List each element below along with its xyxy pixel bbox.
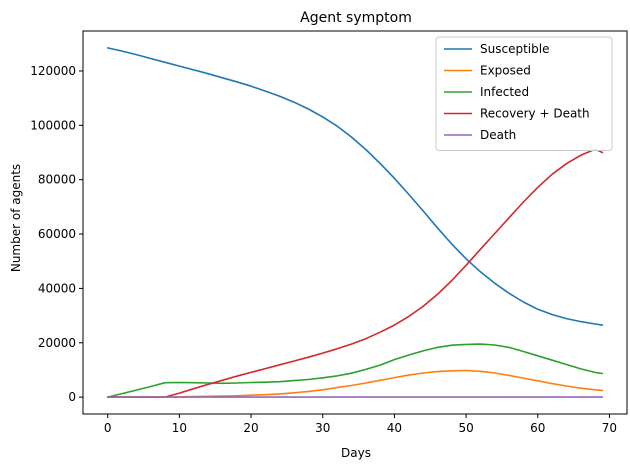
y-tick-label: 20000 [38, 336, 76, 350]
x-axis-label: Days [341, 446, 371, 460]
series-line-recovery-death [106, 148, 604, 398]
series-group [106, 47, 604, 398]
chart-title: Agent symptom [300, 10, 412, 26]
legend-label: Exposed [480, 64, 531, 78]
x-tick-label: 50 [458, 421, 473, 435]
y-tick-label: 40000 [38, 281, 76, 295]
y-tick-label: 0 [68, 390, 76, 404]
x-tick-label: 10 [172, 421, 187, 435]
plot-frame [82, 30, 628, 415]
x-tick-label: 70 [602, 421, 617, 435]
legend-label: Susceptible [480, 42, 549, 56]
series-line-infected [106, 343, 604, 398]
x-tick-label: 20 [243, 421, 258, 435]
y-tick-label: 120000 [30, 64, 76, 78]
legend: Susceptible Exposed Infected Recovery + Dea… [435, 36, 613, 151]
x-tick-label: 40 [387, 421, 402, 435]
y-axis: 0 20000 40000 60000 80000 100000 120000 [30, 64, 83, 404]
x-tick-label: 30 [315, 421, 330, 435]
legend-label: Infected [480, 85, 529, 99]
legend-box [435, 36, 613, 151]
x-tick-label: 0 [104, 421, 112, 435]
y-tick-label: 80000 [38, 173, 76, 187]
legend-label: Recovery + Death [480, 107, 590, 121]
legend-label: Death [480, 128, 516, 142]
y-tick-label: 100000 [30, 118, 76, 132]
series-line-susceptible [106, 47, 604, 326]
x-axis: 0 10 20 30 40 50 60 70 [104, 414, 617, 435]
y-axis-label: Number of agents [9, 164, 23, 272]
x-tick-label: 60 [530, 421, 545, 435]
y-tick-label: 60000 [38, 227, 76, 241]
